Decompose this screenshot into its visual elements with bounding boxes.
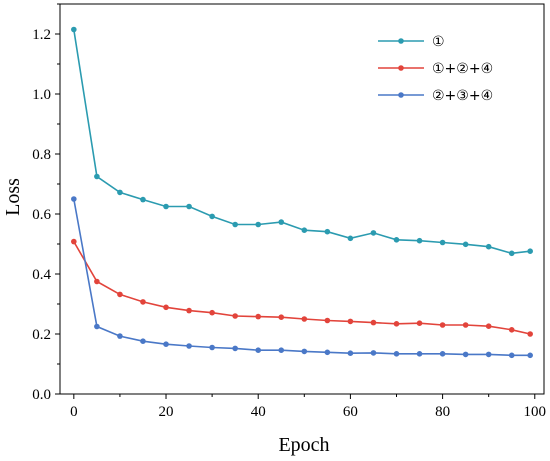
series-line <box>73 198 531 357</box>
y-tick-label: 1.2 <box>32 27 51 43</box>
data-point <box>163 304 169 311</box>
data-point <box>232 221 238 228</box>
series-layer <box>71 26 533 359</box>
data-point <box>117 333 123 339</box>
x-tick-label: 40 <box>251 404 266 420</box>
x-tick-label: 100 <box>524 404 547 420</box>
data-point <box>347 350 354 357</box>
data-point <box>370 350 377 356</box>
data-point <box>301 316 308 322</box>
data-point <box>416 351 423 357</box>
y-tick-label: 0.8 <box>32 147 51 163</box>
data-point <box>527 352 533 359</box>
data-point <box>255 347 262 354</box>
data-point <box>393 351 400 357</box>
data-point <box>209 344 215 351</box>
data-point <box>439 351 446 357</box>
data-point <box>462 322 469 328</box>
data-point <box>347 318 354 325</box>
x-axis-title: Epoch <box>278 434 329 456</box>
data-point <box>393 321 400 327</box>
data-point <box>508 250 515 257</box>
data-point <box>462 351 469 358</box>
data-point <box>94 173 100 180</box>
series-2 <box>71 238 533 337</box>
y-tick-label: 0.6 <box>32 207 51 223</box>
data-point <box>416 237 423 244</box>
legend-item: ① <box>378 34 445 50</box>
data-point <box>439 322 446 328</box>
data-point <box>71 196 77 202</box>
data-point <box>324 317 331 324</box>
data-point <box>255 313 262 320</box>
data-point <box>186 307 192 314</box>
data-point <box>140 196 146 203</box>
data-point <box>485 351 492 358</box>
series-3 <box>71 196 533 359</box>
data-point <box>71 26 77 33</box>
data-point <box>232 313 238 319</box>
data-point <box>232 345 238 352</box>
data-point <box>485 323 492 330</box>
legend-marker <box>398 65 404 71</box>
y-tick-label: 1.0 <box>32 87 51 103</box>
data-point <box>255 221 262 228</box>
legend-marker <box>398 92 404 98</box>
data-point <box>439 239 446 246</box>
data-point <box>508 327 515 333</box>
data-point <box>94 278 100 285</box>
data-point <box>186 203 192 210</box>
x-tick-label: 60 <box>343 404 358 420</box>
data-point <box>71 238 77 245</box>
y-tick-label: 0.0 <box>32 387 51 403</box>
x-tick-label: 0 <box>70 404 78 420</box>
y-axis: 0.0 0.2 0.4 0.6 0.8 1.0 1.2 <box>32 3 60 403</box>
data-point <box>527 331 533 337</box>
data-point <box>209 309 215 316</box>
legend-label: ②+③+④ <box>432 88 493 104</box>
y-tick-label: 0.2 <box>32 327 51 343</box>
legend-item: ①+②+④ <box>378 61 493 77</box>
data-point <box>301 227 308 233</box>
data-point <box>186 343 192 349</box>
data-point <box>416 320 423 327</box>
data-point <box>324 349 331 356</box>
data-point <box>140 338 146 345</box>
y-tick-label: 0.4 <box>32 267 51 283</box>
x-tick-label: 20 <box>159 404 174 420</box>
data-point <box>508 352 515 359</box>
plot-border <box>59 3 545 395</box>
data-point <box>140 299 146 305</box>
data-point <box>209 213 215 220</box>
data-point <box>278 219 285 225</box>
data-point <box>527 248 533 254</box>
data-point <box>94 323 100 330</box>
data-point <box>278 314 285 321</box>
data-point <box>393 237 400 243</box>
data-point <box>163 341 169 348</box>
legend-marker <box>398 38 404 44</box>
data-point <box>301 348 308 355</box>
legend: ① ①+②+④ ②+③+④ <box>378 34 493 104</box>
data-point <box>117 189 123 196</box>
x-tick-label: 80 <box>435 404 450 420</box>
data-point <box>278 347 285 354</box>
plot-area <box>59 3 545 395</box>
legend-label: ①+②+④ <box>432 61 493 77</box>
data-point <box>370 230 377 236</box>
data-point <box>347 235 354 242</box>
data-point <box>117 291 123 298</box>
series-1 <box>71 26 533 257</box>
data-point <box>324 228 331 235</box>
data-point <box>462 241 469 248</box>
data-point <box>163 203 169 210</box>
data-point <box>370 319 377 326</box>
legend-item: ②+③+④ <box>378 88 493 104</box>
legend-label: ① <box>432 34 445 50</box>
x-axis: 0 20 40 60 80 100 <box>70 394 546 420</box>
y-axis-title: Loss <box>2 178 24 216</box>
data-point <box>485 243 492 250</box>
